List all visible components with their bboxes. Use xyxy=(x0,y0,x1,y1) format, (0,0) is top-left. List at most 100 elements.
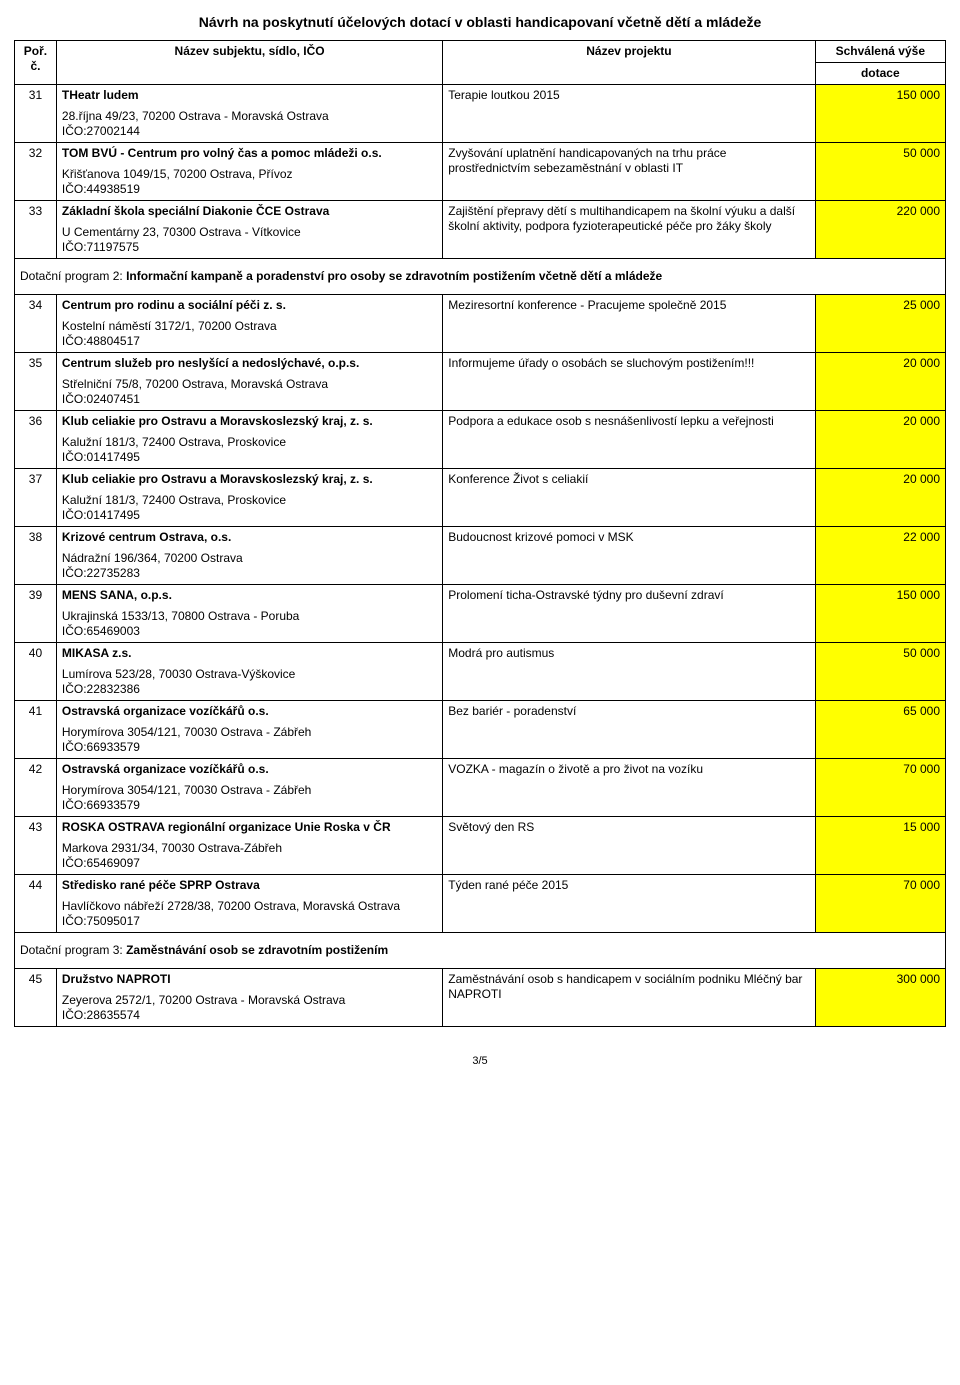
subject-address: Střelniční 75/8, 70200 Ostrava, Moravská… xyxy=(56,374,442,411)
row-number-blank xyxy=(15,606,57,643)
table-header-row: Poř. č. Název subjektu, sídlo, IČO Název… xyxy=(15,41,946,85)
project-name: VOZKA - magazín o životě a pro život na … xyxy=(443,759,815,817)
amount: 150 000 xyxy=(815,585,945,643)
row-number: 31 xyxy=(15,85,57,107)
subject-address: 28.října 49/23, 70200 Ostrava - Moravská… xyxy=(56,106,442,143)
row-number-blank xyxy=(15,990,57,1027)
subject-title: Ostravská organizace vozíčkářů o.s. xyxy=(56,759,442,781)
table-row: 39MENS SANA, o.p.s.Prolomení ticha-Ostra… xyxy=(15,585,946,607)
subject-address: Kalužní 181/3, 72400 Ostrava, Proskovice… xyxy=(56,432,442,469)
project-name: Meziresortní konference - Pracujeme spol… xyxy=(443,295,815,353)
amount: 50 000 xyxy=(815,643,945,701)
project-name: Budoucnost krizové pomoci v MSK xyxy=(443,527,815,585)
row-number: 39 xyxy=(15,585,57,607)
page-footer: 3/5 xyxy=(14,1055,946,1067)
subject-address: Kalužní 181/3, 72400 Ostrava, Proskovice… xyxy=(56,490,442,527)
table-row: 32TOM BVÚ - Centrum pro volný čas a pomo… xyxy=(15,143,946,165)
table-row: 33Základní škola speciální Diakonie ČCE … xyxy=(15,201,946,223)
subject-title: MENS SANA, o.p.s. xyxy=(56,585,442,607)
subject-title: Krizové centrum Ostrava, o.s. xyxy=(56,527,442,549)
col-num: Poř. č. xyxy=(15,41,57,85)
section-header: Dotační program 3: Zaměstnávání osob se … xyxy=(15,933,946,969)
project-name: Týden rané péče 2015 xyxy=(443,875,815,933)
subject-title: Družstvo NAPROTI xyxy=(56,969,442,991)
row-number-blank xyxy=(15,838,57,875)
row-number-blank xyxy=(15,374,57,411)
amount: 70 000 xyxy=(815,759,945,817)
subject-title: THeatr ludem xyxy=(56,85,442,107)
subject-title: ROSKA OSTRAVA regionální organizace Unie… xyxy=(56,817,442,839)
row-number-blank xyxy=(15,432,57,469)
table-row: 35Centrum služeb pro neslyšící a nedoslý… xyxy=(15,353,946,375)
row-number: 38 xyxy=(15,527,57,549)
table-row: 40MIKASA z.s.Modrá pro autismus50 000 xyxy=(15,643,946,665)
amount: 20 000 xyxy=(815,353,945,411)
amount: 50 000 xyxy=(815,143,945,201)
table-row: 42Ostravská organizace vozíčkářů o.s.VOZ… xyxy=(15,759,946,781)
table-row: 36Klub celiakie pro Ostravu a Moravskosl… xyxy=(15,411,946,433)
row-number: 45 xyxy=(15,969,57,991)
section-title: Zaměstnávání osob se zdravotním postižen… xyxy=(126,943,388,957)
project-name: Podpora a edukace osob s nesnášenlivostí… xyxy=(443,411,815,469)
row-number: 40 xyxy=(15,643,57,665)
amount: 20 000 xyxy=(815,469,945,527)
row-number-blank xyxy=(15,316,57,353)
project-name: Modrá pro autismus xyxy=(443,643,815,701)
table-row: 34Centrum pro rodinu a sociální péči z. … xyxy=(15,295,946,317)
project-name: Informujeme úřady o osobách se sluchovým… xyxy=(443,353,815,411)
amount: 20 000 xyxy=(815,411,945,469)
table-row: 44Středisko rané péče SPRP OstravaTýden … xyxy=(15,875,946,897)
document-title: Návrh na poskytnutí účelových dotací v o… xyxy=(14,14,946,30)
subject-address: Nádražní 196/364, 70200 OstravaIČO:22735… xyxy=(56,548,442,585)
col-subj: Název subjektu, sídlo, IČO xyxy=(56,41,442,85)
amount: 150 000 xyxy=(815,85,945,143)
project-name: Terapie loutkou 2015 xyxy=(443,85,815,143)
subject-address: Markova 2931/34, 70030 Ostrava-ZábřehIČO… xyxy=(56,838,442,875)
subject-address: Zeyerova 2572/1, 70200 Ostrava - Moravsk… xyxy=(56,990,442,1027)
subject-title: Středisko rané péče SPRP Ostrava xyxy=(56,875,442,897)
col-amt-line2: dotace xyxy=(816,63,945,84)
table-row: 43ROSKA OSTRAVA regionální organizace Un… xyxy=(15,817,946,839)
project-name: Konference Život s celiakií xyxy=(443,469,815,527)
subject-address: U Cementárny 23, 70300 Ostrava - Vítkovi… xyxy=(56,222,442,259)
subject-title: Centrum pro rodinu a sociální péči z. s. xyxy=(56,295,442,317)
row-number: 42 xyxy=(15,759,57,781)
amount: 65 000 xyxy=(815,701,945,759)
subject-title: Klub celiakie pro Ostravu a Moravskoslez… xyxy=(56,469,442,491)
amount: 15 000 xyxy=(815,817,945,875)
amount: 220 000 xyxy=(815,201,945,259)
table-row: 45Družstvo NAPROTIZaměstnávání osob s ha… xyxy=(15,969,946,991)
row-number: 44 xyxy=(15,875,57,897)
row-number-blank xyxy=(15,548,57,585)
grants-table: Poř. č. Název subjektu, sídlo, IČO Název… xyxy=(14,40,946,1027)
row-number: 32 xyxy=(15,143,57,165)
subject-address: Horymírova 3054/121, 70030 Ostrava - Záb… xyxy=(56,780,442,817)
row-number: 37 xyxy=(15,469,57,491)
section-header: Dotační program 2: Informační kampaně a … xyxy=(15,259,946,295)
subject-title: Ostravská organizace vozíčkářů o.s. xyxy=(56,701,442,723)
row-number: 43 xyxy=(15,817,57,839)
subject-title: Klub celiakie pro Ostravu a Moravskoslez… xyxy=(56,411,442,433)
row-number-blank xyxy=(15,106,57,143)
project-name: Zvyšování uplatnění handicapovaných na t… xyxy=(443,143,815,201)
subject-address: Havlíčkovo nábřeží 2728/38, 70200 Ostrav… xyxy=(56,896,442,933)
col-amt-line1: Schválená výše xyxy=(816,41,945,63)
section-prefix: Dotační program 2: xyxy=(20,269,126,283)
row-number: 36 xyxy=(15,411,57,433)
subject-address: Křišťanova 1049/15, 70200 Ostrava, Přívo… xyxy=(56,164,442,201)
amount: 300 000 xyxy=(815,969,945,1027)
row-number: 41 xyxy=(15,701,57,723)
amount: 25 000 xyxy=(815,295,945,353)
row-number: 33 xyxy=(15,201,57,223)
row-number: 34 xyxy=(15,295,57,317)
row-number-blank xyxy=(15,896,57,933)
table-row: 41Ostravská organizace vozíčkářů o.s.Bez… xyxy=(15,701,946,723)
row-number-blank xyxy=(15,222,57,259)
subject-address: Kostelní náměstí 3172/1, 70200 OstravaIČ… xyxy=(56,316,442,353)
subject-address: Horymírova 3054/121, 70030 Ostrava - Záb… xyxy=(56,722,442,759)
subject-title: TOM BVÚ - Centrum pro volný čas a pomoc … xyxy=(56,143,442,165)
project-name: Bez bariér - poradenství xyxy=(443,701,815,759)
row-number-blank xyxy=(15,490,57,527)
subject-title: MIKASA z.s. xyxy=(56,643,442,665)
row-number-blank xyxy=(15,722,57,759)
